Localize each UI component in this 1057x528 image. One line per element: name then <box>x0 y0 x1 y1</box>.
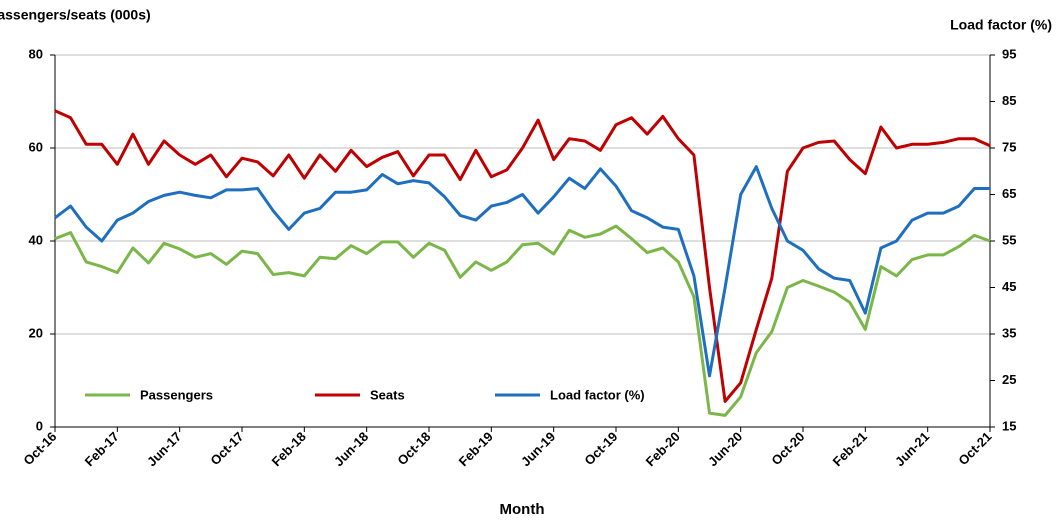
y2-tick-label: 15 <box>1002 418 1016 433</box>
x-tick-label: Oct-18 <box>394 429 433 468</box>
x-tick-label: Oct-19 <box>581 429 620 468</box>
series-line <box>54 224 991 417</box>
y-tick-label: 20 <box>29 325 43 340</box>
x-tick-label: Feb-18 <box>269 429 309 469</box>
series-line <box>54 165 990 378</box>
y-tick-label: 60 <box>29 139 43 154</box>
x-tick-label: Feb-19 <box>456 429 496 469</box>
series-line <box>54 109 991 403</box>
y-axis-title: Passengers/seats (000s) <box>0 7 151 23</box>
y2-tick-label: 55 <box>1002 232 1016 247</box>
y2-tick-label: 35 <box>1002 325 1016 340</box>
x-tick-label: Jun-18 <box>331 429 371 469</box>
y2-tick-label: 65 <box>1002 186 1016 201</box>
y2-tick-label: 45 <box>1002 279 1016 294</box>
y2-tick-label: 95 <box>1002 46 1016 61</box>
x-tick-label: Oct-16 <box>20 429 59 468</box>
x-tick-label: Jun-21 <box>892 429 932 469</box>
y2-axis-title: Load factor (%) <box>950 17 1052 33</box>
x-tick-label: Oct-17 <box>207 429 246 468</box>
x-tick-label: Jun-19 <box>518 429 558 469</box>
y-tick-label: 0 <box>36 418 43 433</box>
y-tick-label: 80 <box>29 46 43 61</box>
x-tick-label: Jun-20 <box>705 429 745 469</box>
y2-tick-label: 85 <box>1002 93 1016 108</box>
y2-tick-label: 25 <box>1002 372 1016 387</box>
x-tick-label: Oct-21 <box>955 429 994 468</box>
legend-label: Seats <box>370 387 405 402</box>
legend-label: Load factor (%) <box>550 387 645 402</box>
y-tick-label: 40 <box>29 232 43 247</box>
x-tick-label: Oct-20 <box>768 429 807 468</box>
x-tick-label: Feb-20 <box>643 429 683 469</box>
x-axis-title: Month <box>500 501 545 518</box>
x-tick-label: Feb-21 <box>830 429 870 469</box>
y2-tick-label: 75 <box>1002 139 1016 154</box>
x-tick-label: Feb-17 <box>82 429 122 469</box>
x-tick-label: Jun-17 <box>144 429 184 469</box>
legend-label: Passengers <box>140 387 213 402</box>
